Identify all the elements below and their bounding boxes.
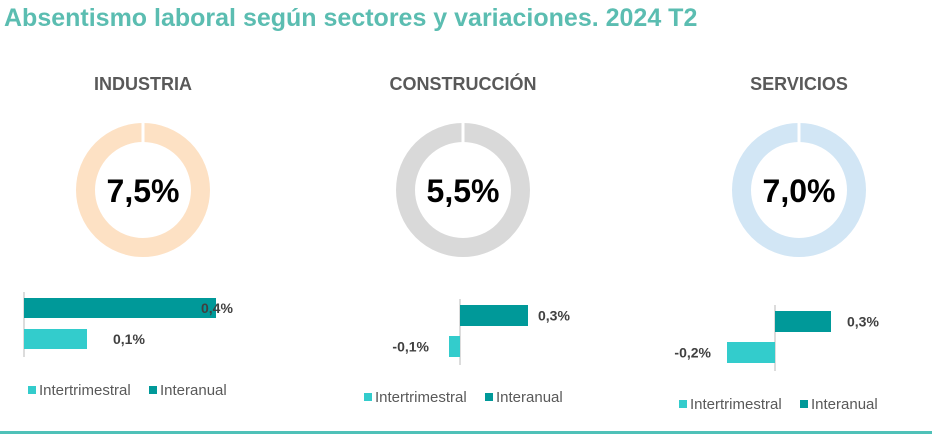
sector-title: INDUSTRIA (94, 74, 192, 94)
legend-label: Intertrimestral (39, 382, 131, 399)
sector-title: SERVICIOS (750, 74, 848, 94)
legend-swatch (485, 393, 493, 401)
bottom-divider (0, 431, 932, 434)
legend-label: Intertrimestral (375, 389, 467, 406)
donut-value-label: 5,5% (427, 173, 500, 209)
legend-swatch (364, 393, 372, 401)
legend-swatch (800, 400, 808, 408)
bar-value-label: -0,1% (392, 339, 429, 355)
bar-interanual (24, 298, 216, 318)
legend-swatch (679, 400, 687, 408)
bar-value-label: 0,3% (538, 308, 570, 324)
bar-intertrimestral (24, 329, 87, 349)
bar-value-label: 0,3% (847, 314, 879, 330)
donut-value-label: 7,5% (107, 173, 180, 209)
legend-label: Intertrimestral (690, 396, 782, 413)
sector-title: CONSTRUCCIÓN (390, 73, 537, 94)
bar-intertrimestral (727, 342, 775, 363)
donut-value-label: 7,0% (763, 173, 836, 209)
bar-intertrimestral (449, 336, 460, 357)
legend-swatch (149, 386, 157, 394)
bar-value-label: 0,4% (201, 300, 233, 316)
bar-value-label: -0,2% (674, 345, 711, 361)
bar-interanual (775, 311, 831, 332)
bar-interanual (460, 305, 528, 326)
legend-label: Interanual (811, 396, 878, 413)
page-title: Absentismo laboral según sectores y vari… (4, 4, 698, 32)
legend-label: Interanual (160, 382, 227, 399)
legend-swatch (28, 386, 36, 394)
bar-value-label: 0,1% (113, 331, 145, 347)
legend-label: Interanual (496, 389, 563, 406)
